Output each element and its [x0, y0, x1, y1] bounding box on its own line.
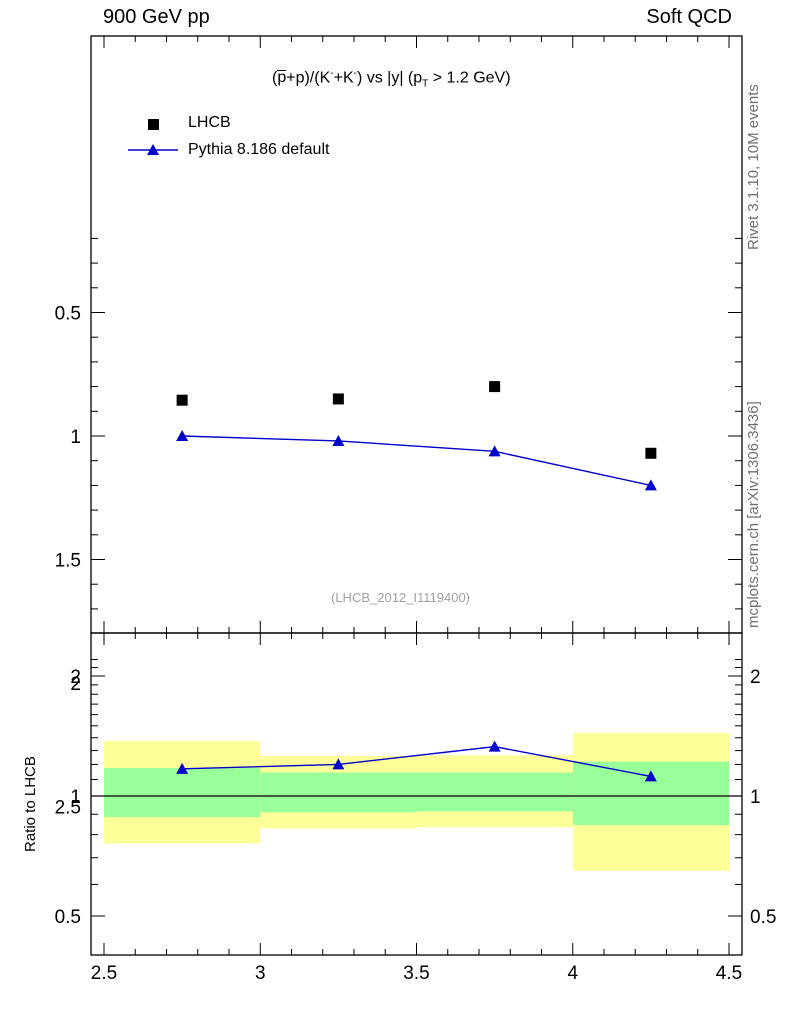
mcplots-reference-label: mcplots.cern.ch [arXiv:1306.3436] — [745, 401, 762, 628]
ratio-point-3 — [644, 770, 657, 782]
data-point-2 — [489, 381, 501, 393]
xtick-label-4: 4.5 — [716, 963, 742, 984]
main-ytick-label-3: 2 — [70, 674, 81, 695]
header-collision-label: 900 GeV pp — [103, 6, 210, 28]
main-series-layer — [176, 381, 657, 491]
frame-layer — [90, 35, 743, 956]
xtick-label-1: 3 — [255, 963, 266, 984]
ratio-panel-frame — [90, 632, 743, 956]
ratio-band-inner-1 — [260, 772, 417, 813]
ratio-series-layer — [176, 740, 657, 782]
ratio-ytick-label-left-2: 2 — [70, 667, 81, 688]
title-part-a: +p)/(K — [286, 69, 331, 87]
tick-label-layer: 0.511.522.50.5 0.51 12 22.5 3 3.5 4 4.5 — [55, 304, 777, 985]
ratio-ytick-label-left-0: 0.5 — [55, 907, 81, 928]
xtick-label-0: 2.5 — [91, 963, 117, 984]
mc-point-1 — [332, 434, 345, 446]
analysis-id-watermark: (LHCB_2012_I1119400) — [331, 590, 471, 605]
ratio-ytick-label-right-2: 2 — [750, 667, 761, 688]
ratio-point-0 — [176, 762, 189, 774]
data-point-3 — [645, 447, 657, 459]
ratio-band-inner-0 — [104, 768, 261, 818]
xtick-label-2: 3.5 — [403, 963, 429, 984]
ratio-band-layer — [104, 732, 729, 871]
ratio-ytick-label-left-1: 1 — [70, 787, 81, 808]
xtick-label-3: 4 — [567, 963, 578, 984]
chart-title: (p+p)/(K-+K-) vs |y| (pT > 1.2 GeV) — [272, 68, 511, 90]
mc-point-0 — [176, 430, 189, 441]
title-sup-2: - — [353, 68, 357, 79]
mc-point-3 — [644, 479, 657, 491]
title-sub-t: T — [422, 78, 429, 90]
main-ytick-label-1: 1 — [70, 427, 81, 448]
header-category-label: Soft QCD — [646, 6, 732, 28]
ratio-axis-label: Ratio to LHCB — [22, 756, 39, 852]
title-part-b: +K — [333, 69, 354, 87]
legend-data-marker — [148, 119, 159, 130]
legend-mc-label: Pythia 8.186 default — [188, 141, 330, 158]
title-part-c: ) vs |y| (p — [356, 69, 423, 87]
ratio-band-inner-2 — [416, 772, 573, 812]
main-ytick-label-4: 2.5 — [55, 798, 81, 819]
ratio-ytick-label-right-1: 1 — [750, 787, 761, 808]
title-sup-1: - — [330, 68, 334, 79]
mc-point-2 — [488, 445, 501, 457]
data-point-0 — [176, 394, 188, 406]
ratio-point-2 — [488, 740, 501, 752]
data-point-1 — [332, 393, 344, 405]
legend-marker-layer — [128, 119, 178, 155]
ratio-series-line — [182, 745, 652, 778]
rivet-version-label: Rivet 3.1.10, 10M events — [745, 84, 762, 250]
ratio-ytick-label-right-0: 0.5 — [750, 907, 776, 928]
legend-data-label: LHCB — [188, 114, 231, 131]
mc-series-line — [182, 435, 652, 487]
title-pbar: p — [277, 69, 287, 87]
title-part-d: > 1.2 GeV) — [428, 69, 511, 87]
main-ytick-label-2: 1.5 — [55, 551, 81, 572]
main-ytick-label-0: 0.5 — [55, 304, 81, 325]
ratio-point-1 — [332, 758, 345, 770]
tick-layer — [91, 36, 742, 955]
legend-mc-marker — [147, 144, 159, 155]
